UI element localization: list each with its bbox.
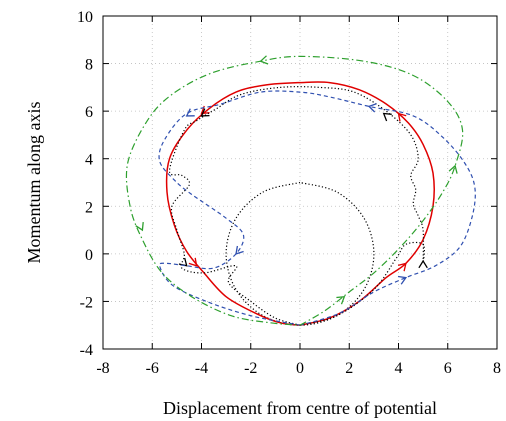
y-tick-label: -2 [80,294,93,311]
series-4-arrow [235,245,244,255]
series-2-line [165,81,435,326]
series-3-arrow [382,112,392,122]
x-tick-label: 4 [395,360,403,377]
series-3-line [168,86,425,326]
axis-ticks: -8 -6 -4 -2 0 2 4 6 8 -4 -2 0 2 4 6 8 10 [77,9,501,377]
series-5-arrow [448,164,458,174]
series-4-arrow [397,275,408,285]
y-tick-label: 6 [85,104,93,121]
series-2-arrow [200,105,210,115]
series-2-arrow [188,257,198,267]
series-4-arrow [367,103,377,113]
series-3-arrow [200,108,210,117]
series-2-arrow [397,262,407,272]
series-5-line [125,55,464,326]
series-3-arrow [418,259,428,269]
series-5-arrow [259,55,269,65]
x-tick-label: -6 [146,360,159,377]
series-3-arrow [178,257,188,267]
y-axis-label: Momentum along axis [24,102,44,264]
series-4-line [158,90,476,326]
x-tick-label: -2 [244,360,257,377]
y-tick-label: 4 [85,152,93,169]
x-tick-label: -8 [96,360,109,377]
y-tick-label: 0 [85,247,93,264]
x-tick-label: 8 [493,360,501,377]
x-tick-label: 0 [296,360,304,377]
grid-lines [103,16,497,349]
x-tick-label: -4 [195,360,208,377]
x-axis-label: Displacement from centre of potential [163,398,437,418]
y-tick-label: 2 [85,199,93,216]
series-2-arrow [397,112,407,122]
x-tick-label: 6 [444,360,452,377]
series-5-arrow [135,222,144,232]
series-5-arrow [336,295,346,305]
y-tick-label: 10 [77,9,93,26]
series-4-arrow [185,108,195,117]
y-tick-label: -4 [80,342,93,359]
series-layer [125,55,476,326]
x-tick-label: 2 [345,360,353,377]
y-tick-label: 8 [85,57,93,74]
